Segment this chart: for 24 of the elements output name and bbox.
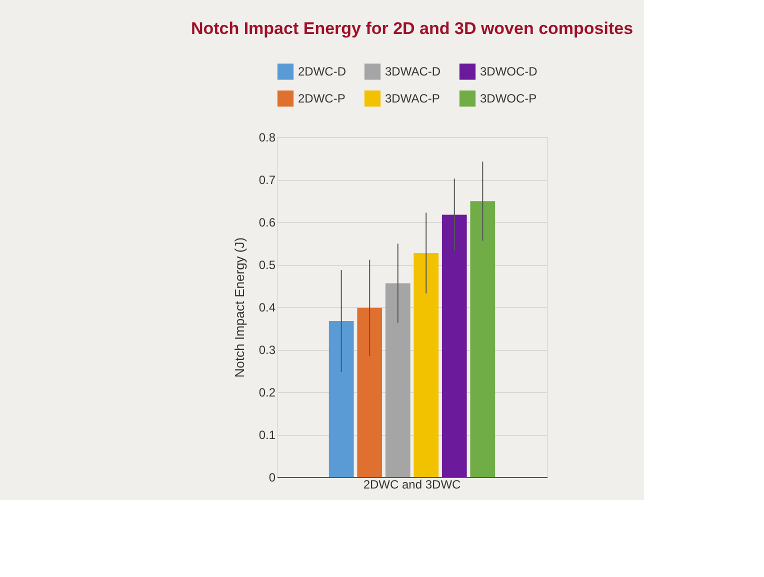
chart-title: Notch Impact Energy for 2D and 3D woven composites <box>190 19 634 38</box>
y-tick-label: 0 <box>268 470 276 484</box>
bar <box>470 201 496 477</box>
bar <box>414 253 439 477</box>
y-tick-label: 0.4 <box>258 300 276 314</box>
y-tick-label: 0.1 <box>258 428 276 442</box>
y-tick-label: 0.7 <box>258 173 276 187</box>
y-axis-title: Notch Impact Energy (J) <box>232 237 247 378</box>
bar <box>442 214 467 477</box>
bar <box>385 283 410 477</box>
legend-label: 3DWAC-D <box>385 64 441 79</box>
x-tick-label: 2DWC and 3DWC <box>363 478 462 492</box>
y-tick-label: 0.3 <box>258 343 276 357</box>
y-tick-label: 0.8 <box>258 130 276 144</box>
y-tick-label: 0.5 <box>258 258 276 272</box>
y-tick-label: 0.6 <box>258 216 276 230</box>
bar <box>328 321 354 477</box>
y-tick-label: 0.2 <box>258 386 276 400</box>
legend-label: 3DWAC-P <box>385 92 440 106</box>
legend-label: 2DWC-D <box>298 64 346 79</box>
legend-label: 3DWOC-D <box>480 64 538 79</box>
bar <box>357 308 382 477</box>
legend-label: 3DWOC-P <box>480 92 537 106</box>
legend-label: 2DWC-P <box>298 92 346 106</box>
